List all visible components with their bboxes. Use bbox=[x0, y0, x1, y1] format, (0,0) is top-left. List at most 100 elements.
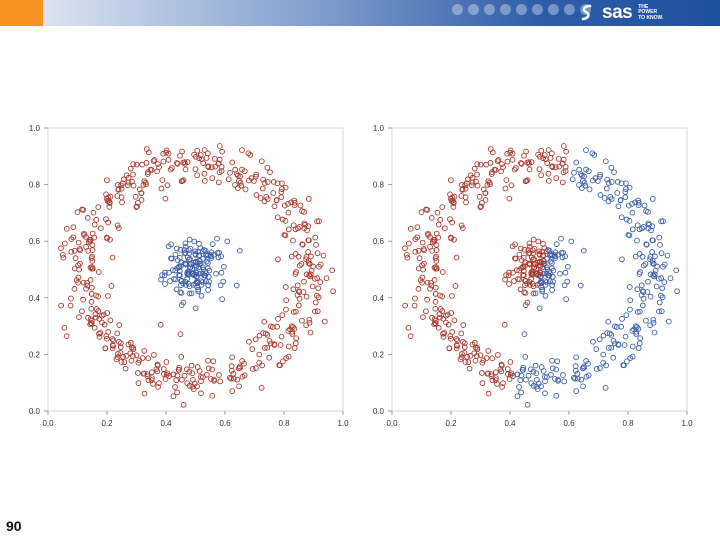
scatter-point bbox=[194, 172, 201, 179]
scatter-point bbox=[129, 178, 135, 185]
scatter-point bbox=[441, 330, 448, 336]
scatter-point bbox=[312, 234, 319, 241]
scatter-point bbox=[203, 155, 210, 161]
scatter-point bbox=[314, 250, 321, 257]
scatter-point bbox=[169, 255, 175, 262]
scatter-point bbox=[295, 302, 302, 309]
scatter-point bbox=[623, 312, 630, 319]
scatter-point bbox=[488, 171, 495, 177]
scatter-point bbox=[462, 185, 469, 192]
scatter-point bbox=[308, 253, 314, 260]
scatter-point bbox=[105, 293, 111, 299]
scatter-point bbox=[217, 378, 224, 385]
scatter-point bbox=[635, 345, 642, 351]
scatter-point bbox=[614, 190, 621, 196]
scatter-point bbox=[285, 226, 292, 233]
scatter-point bbox=[464, 176, 471, 183]
scatter-point bbox=[531, 245, 538, 252]
scatter-point bbox=[485, 390, 492, 397]
scatter-point bbox=[549, 163, 556, 170]
scatter-point bbox=[205, 365, 212, 372]
scatter-point bbox=[660, 218, 666, 225]
scatter-point bbox=[421, 260, 427, 267]
scatter-point bbox=[128, 357, 135, 364]
scatter-point bbox=[174, 372, 181, 379]
scatter-point bbox=[622, 194, 629, 201]
scatter-point bbox=[412, 295, 418, 302]
scatter-point bbox=[260, 330, 266, 336]
scatter-point bbox=[522, 302, 529, 308]
scatter-point bbox=[526, 249, 533, 256]
scatter-point bbox=[204, 265, 211, 272]
scatter-point bbox=[425, 232, 431, 238]
scatter-point bbox=[229, 159, 236, 166]
scatter-point bbox=[632, 199, 638, 206]
scatter-point bbox=[629, 343, 636, 350]
scatter-point bbox=[526, 243, 533, 250]
scatter-point bbox=[208, 249, 215, 256]
scatter-point bbox=[208, 164, 215, 171]
scatter-point bbox=[323, 275, 330, 282]
scatter-point bbox=[474, 171, 480, 178]
scatter-point bbox=[96, 334, 103, 340]
scatter-plot-left: 0.0 0.2 0.4 0.6 0.8 1.0 0.0 0.2 0.4 0.6 0.8 1.0 bbox=[29, 124, 349, 428]
scatter-point bbox=[91, 325, 98, 331]
scatter-point bbox=[433, 242, 440, 248]
scatter-point bbox=[641, 202, 648, 209]
scatter-point bbox=[216, 143, 223, 149]
scatter-point bbox=[605, 318, 612, 325]
scatter-point bbox=[209, 366, 215, 373]
scatter-point bbox=[301, 278, 307, 285]
scatter-point bbox=[506, 281, 512, 287]
scatter-point bbox=[506, 195, 513, 202]
scatter-point bbox=[522, 178, 529, 185]
scatter-point bbox=[187, 245, 194, 252]
scatter-point bbox=[518, 389, 524, 396]
scatter-point bbox=[492, 377, 499, 384]
scatter-point bbox=[536, 166, 543, 173]
scatter-point bbox=[117, 350, 124, 356]
scatter-point bbox=[297, 202, 304, 209]
scatter-point bbox=[130, 161, 137, 167]
scatter-point bbox=[114, 330, 121, 337]
scatter-point bbox=[229, 354, 235, 361]
scatter-point bbox=[608, 179, 615, 185]
scatter-point bbox=[582, 182, 589, 189]
scatter-point bbox=[634, 222, 641, 229]
scatter-point bbox=[415, 247, 422, 254]
scatter-point bbox=[298, 261, 305, 267]
scatter-point bbox=[555, 378, 561, 384]
scatter-point bbox=[144, 171, 151, 177]
scatter-point bbox=[91, 221, 98, 228]
scatter-point bbox=[307, 261, 313, 267]
scatter-point bbox=[239, 358, 245, 364]
x-tick-label: 0.2 bbox=[445, 419, 457, 428]
scatter-point bbox=[218, 253, 224, 260]
scatter-point bbox=[86, 237, 93, 243]
scatter-point bbox=[236, 383, 242, 390]
scatter-point bbox=[467, 353, 474, 359]
scatter-point bbox=[460, 338, 466, 345]
scatter-point bbox=[656, 275, 662, 282]
scatter-point bbox=[120, 176, 127, 183]
scatter-point bbox=[60, 251, 66, 258]
scatter-point bbox=[432, 290, 439, 297]
scatter-point bbox=[489, 149, 496, 156]
scatter-point bbox=[121, 359, 128, 365]
scatter-point bbox=[63, 333, 70, 340]
scatter-point bbox=[530, 382, 537, 389]
scatter-point bbox=[454, 343, 460, 349]
scatter-point bbox=[317, 261, 324, 268]
scatter-point bbox=[636, 271, 643, 277]
scatter-point bbox=[657, 242, 663, 248]
scatter-point bbox=[169, 165, 175, 171]
scatter-point bbox=[629, 328, 636, 334]
scatter-point bbox=[87, 316, 94, 322]
scatter-point bbox=[237, 179, 244, 186]
scatter-point bbox=[580, 383, 586, 390]
scatter-point bbox=[190, 271, 196, 278]
scatter-point bbox=[442, 312, 449, 319]
tagline-line: POWER bbox=[638, 9, 658, 16]
scatter-point bbox=[585, 372, 592, 379]
scatter-point bbox=[674, 288, 680, 295]
